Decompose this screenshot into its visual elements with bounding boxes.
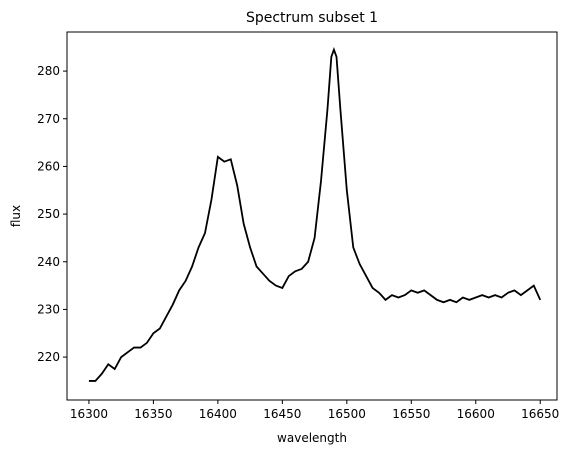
y-tick-label: 250 [37,207,60,221]
x-tick-label: 16400 [199,407,237,421]
x-axis-label: wavelength [277,431,347,445]
x-tick-label: 16500 [328,407,366,421]
chart-title: Spectrum subset 1 [246,10,378,26]
y-tick-label: 260 [37,159,60,173]
data-line [88,46,542,382]
x-tick-label: 16600 [457,407,495,421]
y-tick-label: 220 [37,350,60,364]
plot-frame [66,31,558,401]
x-tick-label: 16550 [392,407,430,421]
x-tick-label: 16650 [521,407,559,421]
y-tick-label: 230 [37,302,60,316]
y-tick-label: 280 [37,64,60,78]
y-tick-label: 270 [37,112,60,126]
x-tick-label: 16350 [134,407,172,421]
y-axis-label: flux [9,205,23,227]
x-tick-label: 16300 [70,407,108,421]
y-tick-label: 240 [37,255,60,269]
x-tick-label: 16450 [263,407,301,421]
